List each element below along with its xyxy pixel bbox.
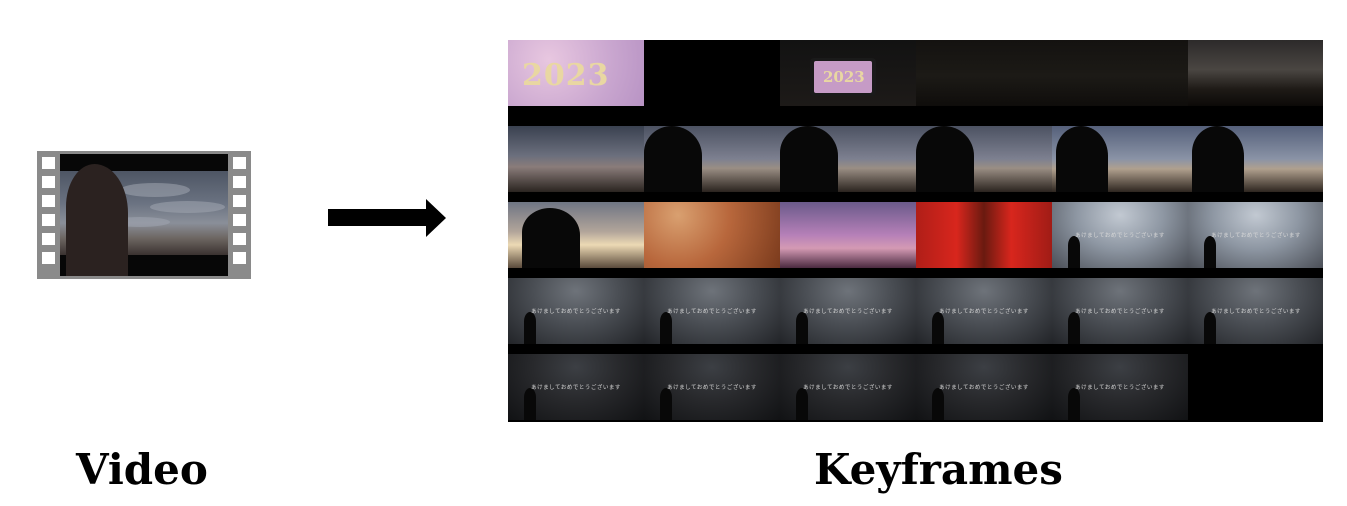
keyframe-title-text: 2023 xyxy=(522,58,610,93)
keyframe-caption: あけましておめでとうございます xyxy=(1075,385,1165,392)
keyframe-caption: あけましておめでとうございます xyxy=(939,385,1029,392)
keyframe-thumbnail: あけましておめでとうございます xyxy=(1052,202,1188,268)
keyframe-thumbnail xyxy=(644,40,780,106)
keyframe-caption: あけましておめでとうございます xyxy=(531,385,621,392)
keyframe-thumbnail xyxy=(916,40,1052,106)
person-silhouette xyxy=(916,126,974,192)
keyframe-caption: あけましておめでとうございます xyxy=(803,309,893,316)
keyframe-thumbnail: あけましておめでとうございます xyxy=(1188,202,1323,268)
keyframe-thumbnail: あけましておめでとうございます xyxy=(916,354,1052,420)
keyframe-thumbnail: あけましておめでとうございます xyxy=(1052,354,1188,420)
sprocket-hole xyxy=(233,176,246,188)
person-silhouette xyxy=(1204,236,1216,268)
person-silhouette xyxy=(1068,236,1080,268)
keyframe-thumbnail xyxy=(508,126,644,192)
keyframe-thumbnail xyxy=(1052,40,1188,106)
person-silhouette xyxy=(644,126,702,192)
keyframe-thumbnail xyxy=(508,202,644,268)
keyframe-thumbnail xyxy=(1188,40,1323,106)
person-silhouette xyxy=(932,312,944,344)
keyframe-thumbnail xyxy=(1188,354,1323,420)
keyframe-thumbnail: あけましておめでとうございます xyxy=(1052,278,1188,344)
keyframe-thumbnail xyxy=(644,126,780,192)
keyframe-caption: あけましておめでとうございます xyxy=(667,385,757,392)
sprocket-hole xyxy=(42,157,55,169)
person-silhouette xyxy=(780,126,838,192)
video-label: Video xyxy=(76,445,208,494)
sprocket-hole xyxy=(233,214,246,226)
keyframe-caption: あけましておめでとうございます xyxy=(1075,309,1165,316)
keyframe-thumbnail xyxy=(916,202,1052,268)
person-silhouette xyxy=(660,388,672,420)
person-silhouette xyxy=(524,312,536,344)
keyframe-title-text: 2023 xyxy=(823,68,865,86)
person-silhouette xyxy=(660,312,672,344)
person-silhouette xyxy=(1056,126,1108,192)
keyframe-caption: あけましておめでとうございます xyxy=(1211,233,1301,240)
sprocket-hole xyxy=(233,157,246,169)
phone-shape: 2023 xyxy=(810,58,876,96)
keyframe-thumbnail xyxy=(780,202,916,268)
keyframe-thumbnail: あけましておめでとうございます xyxy=(780,354,916,420)
sprocket-hole xyxy=(42,195,55,207)
sprocket-hole xyxy=(42,176,55,188)
film-strip-icon xyxy=(37,151,251,279)
keyframe-caption: あけましておめでとうございます xyxy=(939,309,1029,316)
keyframe-thumbnail xyxy=(916,126,1052,192)
sprocket-hole xyxy=(42,233,55,245)
sprocket-hole xyxy=(233,233,246,245)
person-silhouette xyxy=(522,208,580,268)
person-silhouette xyxy=(796,388,808,420)
keyframe-caption: あけましておめでとうございます xyxy=(803,385,893,392)
keyframe-thumbnail: あけましておめでとうございます xyxy=(1188,278,1323,344)
keyframe-thumbnail: 2023 xyxy=(508,40,644,106)
keyframe-thumbnail: あけましておめでとうございます xyxy=(780,278,916,344)
keyframe-thumbnail: あけましておめでとうございます xyxy=(508,278,644,344)
person-silhouette xyxy=(1192,126,1244,192)
keyframes-label: Keyframes xyxy=(814,445,1063,494)
person-silhouette xyxy=(932,388,944,420)
keyframe-thumbnail xyxy=(780,126,916,192)
keyframe-caption: あけましておめでとうございます xyxy=(1075,233,1165,240)
person-silhouette xyxy=(66,164,128,276)
sprocket-hole xyxy=(233,252,246,264)
person-silhouette xyxy=(1068,312,1080,344)
sprocket-hole xyxy=(42,252,55,264)
sprocket-hole xyxy=(42,214,55,226)
sprocket-hole xyxy=(233,195,246,207)
keyframe-grid: 2023 2023 あけましておめでとうございます あけましておめでとうございます あけ… xyxy=(508,40,1323,422)
person-silhouette xyxy=(1068,388,1080,420)
keyframe-thumbnail: 2023 xyxy=(780,40,916,106)
person-silhouette xyxy=(524,388,536,420)
keyframe-thumbnail xyxy=(644,202,780,268)
keyframe-thumbnail xyxy=(1188,126,1323,192)
keyframe-thumbnail: あけましておめでとうございます xyxy=(916,278,1052,344)
keyframe-caption: あけましておめでとうございます xyxy=(1211,309,1301,316)
keyframe-thumbnail: あけましておめでとうございます xyxy=(644,278,780,344)
keyframe-caption: あけましておめでとうございます xyxy=(667,309,757,316)
keyframe-thumbnail: あけましておめでとうございます xyxy=(508,354,644,420)
video-frame xyxy=(60,154,228,276)
keyframe-thumbnail: あけましておめでとうございます xyxy=(644,354,780,420)
person-silhouette xyxy=(1204,312,1216,344)
keyframe-thumbnail xyxy=(1052,126,1188,192)
keyframe-caption: あけましておめでとうございます xyxy=(531,309,621,316)
person-silhouette xyxy=(796,312,808,344)
